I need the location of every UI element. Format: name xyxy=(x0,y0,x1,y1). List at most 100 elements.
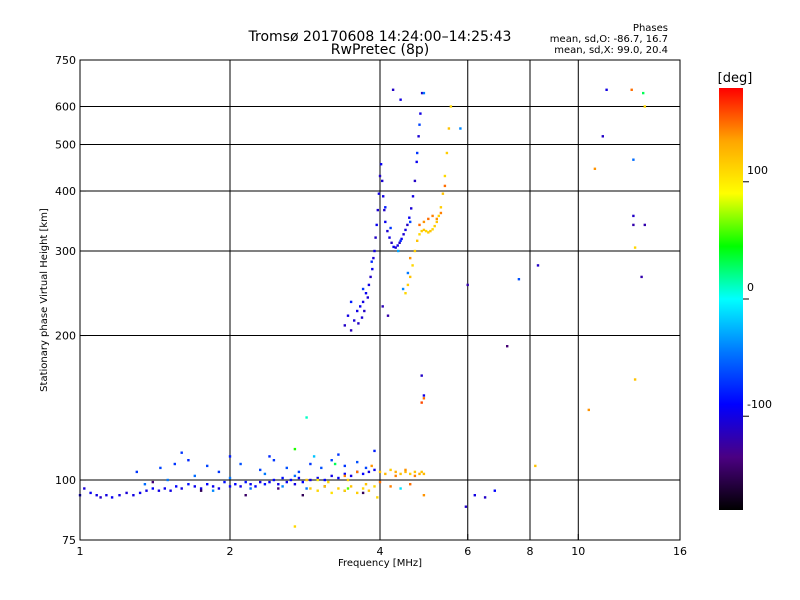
data-point xyxy=(83,487,86,490)
data-point xyxy=(349,329,353,332)
data-point xyxy=(356,460,359,464)
y-tick-label: 600 xyxy=(55,101,76,114)
grid-lines xyxy=(80,60,680,540)
data-point xyxy=(173,462,176,466)
data-point xyxy=(427,217,430,221)
data-point xyxy=(360,316,364,319)
data-point xyxy=(402,233,405,236)
data-point xyxy=(316,489,319,492)
data-point xyxy=(392,245,395,249)
data-point xyxy=(359,305,362,308)
y-tick-label: 750 xyxy=(55,54,76,67)
y-tick-label: 300 xyxy=(55,245,76,258)
data-point xyxy=(346,478,350,482)
data-point xyxy=(211,489,215,492)
data-point xyxy=(422,220,426,224)
data-point xyxy=(373,249,376,253)
data-point xyxy=(89,491,92,495)
data-point xyxy=(419,112,422,115)
data-point xyxy=(447,127,451,130)
info-box-line-o: mean, sd,O: -86.7, 16.7 xyxy=(550,34,668,45)
data-point xyxy=(187,459,190,462)
data-point xyxy=(206,483,209,486)
data-point xyxy=(427,231,430,234)
data-point xyxy=(473,494,476,497)
data-point xyxy=(367,283,371,287)
data-point xyxy=(373,485,376,488)
data-point xyxy=(378,480,382,484)
data-point xyxy=(151,487,154,490)
data-point xyxy=(422,394,426,397)
data-point xyxy=(587,408,590,412)
data-point xyxy=(420,470,423,474)
data-point xyxy=(398,241,401,244)
data-point xyxy=(378,174,382,178)
data-point xyxy=(297,476,301,480)
data-point xyxy=(125,491,128,495)
colorbar-label: [deg] xyxy=(718,71,753,86)
data-point xyxy=(361,472,365,476)
data-point xyxy=(417,135,420,138)
data-point xyxy=(206,464,209,468)
data-point xyxy=(372,256,375,260)
data-point xyxy=(406,271,410,275)
data-point xyxy=(376,496,379,499)
data-point xyxy=(404,228,407,232)
y-tick-label: 400 xyxy=(55,185,76,198)
data-point xyxy=(159,466,162,470)
y-tick-label: 100 xyxy=(55,474,76,487)
data-point xyxy=(327,480,330,484)
data-point xyxy=(374,236,377,239)
data-point xyxy=(346,314,350,317)
data-point xyxy=(169,489,172,492)
data-point xyxy=(435,220,438,224)
data-point xyxy=(259,480,262,484)
x-tick-label: 1 xyxy=(77,545,84,558)
data-point xyxy=(330,474,333,478)
data-point xyxy=(633,246,637,249)
data-point xyxy=(399,487,402,490)
data-point xyxy=(193,474,196,478)
data-point xyxy=(361,487,365,490)
data-point xyxy=(249,483,252,486)
data-point xyxy=(376,208,379,212)
data-point xyxy=(361,491,365,495)
data-point xyxy=(409,256,412,260)
data-point xyxy=(420,229,423,233)
data-point xyxy=(394,474,397,478)
data-point xyxy=(375,223,378,227)
data-point xyxy=(268,455,271,458)
data-point xyxy=(166,478,169,482)
data-point xyxy=(381,179,384,183)
data-point xyxy=(413,179,417,183)
data-point xyxy=(443,184,447,188)
data-point xyxy=(343,474,346,478)
x-tick-label: 4 xyxy=(377,545,384,558)
y-tick-label: 75 xyxy=(62,534,76,547)
data-point xyxy=(239,485,242,488)
colorbar-tick-label: 0 xyxy=(747,281,754,294)
data-point xyxy=(268,480,271,484)
data-point xyxy=(429,229,432,233)
data-point xyxy=(399,239,402,242)
data-point xyxy=(135,470,138,474)
data-point xyxy=(361,300,365,304)
data-point xyxy=(361,287,365,291)
data-point xyxy=(316,478,319,482)
data-point xyxy=(228,485,232,488)
x-axis-ticks: 1 2 4 6 8 10 16 xyxy=(77,534,687,558)
data-point xyxy=(397,249,400,253)
data-point xyxy=(388,236,391,239)
data-point xyxy=(309,487,312,490)
data-point xyxy=(384,472,387,476)
data-point xyxy=(145,489,148,492)
data-point xyxy=(396,244,399,247)
data-point xyxy=(239,462,242,466)
data-point xyxy=(408,216,411,219)
data-point xyxy=(416,239,419,242)
data-point xyxy=(277,483,280,486)
data-point xyxy=(464,505,468,508)
data-point xyxy=(293,474,297,478)
data-point xyxy=(199,489,203,492)
data-point xyxy=(413,470,417,474)
